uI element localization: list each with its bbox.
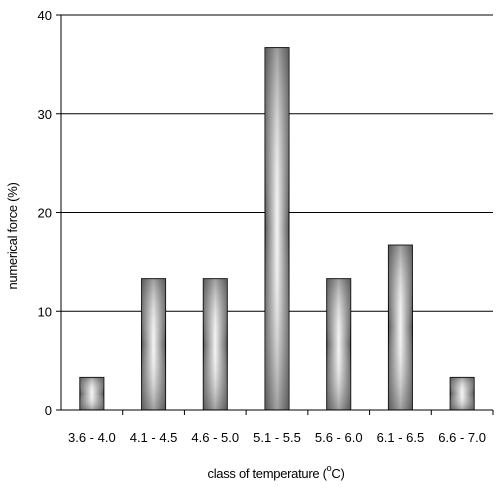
x-tick-label: 6.6 - 7.0 <box>438 430 486 445</box>
x-axis-label-sup: o <box>327 463 332 473</box>
x-axis-label-main: class of temperature ( <box>208 466 328 481</box>
x-tick-label: 3.6 - 4.0 <box>68 430 116 445</box>
y-tick-label: 40 <box>38 8 52 23</box>
bar-shade <box>265 47 289 411</box>
x-tick-label: 4.6 - 5.0 <box>191 430 239 445</box>
x-axis-label: class of temperature (oC) <box>208 463 345 481</box>
bar-shade <box>450 377 475 410</box>
bar-shade <box>79 377 104 410</box>
x-tick-label: 4.1 - 4.5 <box>130 430 178 445</box>
y-tick-label: 0 <box>45 403 52 418</box>
axes <box>56 14 494 415</box>
y-axis-label: numerical force (%) <box>5 183 20 290</box>
x-tick-labels: 3.6 - 4.0 4.1 - 4.5 4.6 - 5.0 5.1 - 5.5 5.6 … <box>68 430 486 445</box>
x-tick-label: 5.6 - 6.0 <box>315 430 363 445</box>
bar-shade <box>141 278 166 410</box>
y-tick-label: 10 <box>38 304 52 319</box>
x-tick-label: 5.1 - 5.5 <box>253 430 301 445</box>
y-tick-label: 30 <box>38 107 52 122</box>
y-tick-labels: 0 10 20 30 40 <box>38 8 52 418</box>
bars <box>79 47 475 411</box>
bar-shade <box>326 278 351 410</box>
x-axis-label-end: C) <box>331 466 344 481</box>
x-tick-label: 6.1 - 6.5 <box>377 430 425 445</box>
bar-shade <box>388 245 413 410</box>
y-tick-label: 20 <box>38 206 52 221</box>
bar-shade <box>203 278 228 410</box>
